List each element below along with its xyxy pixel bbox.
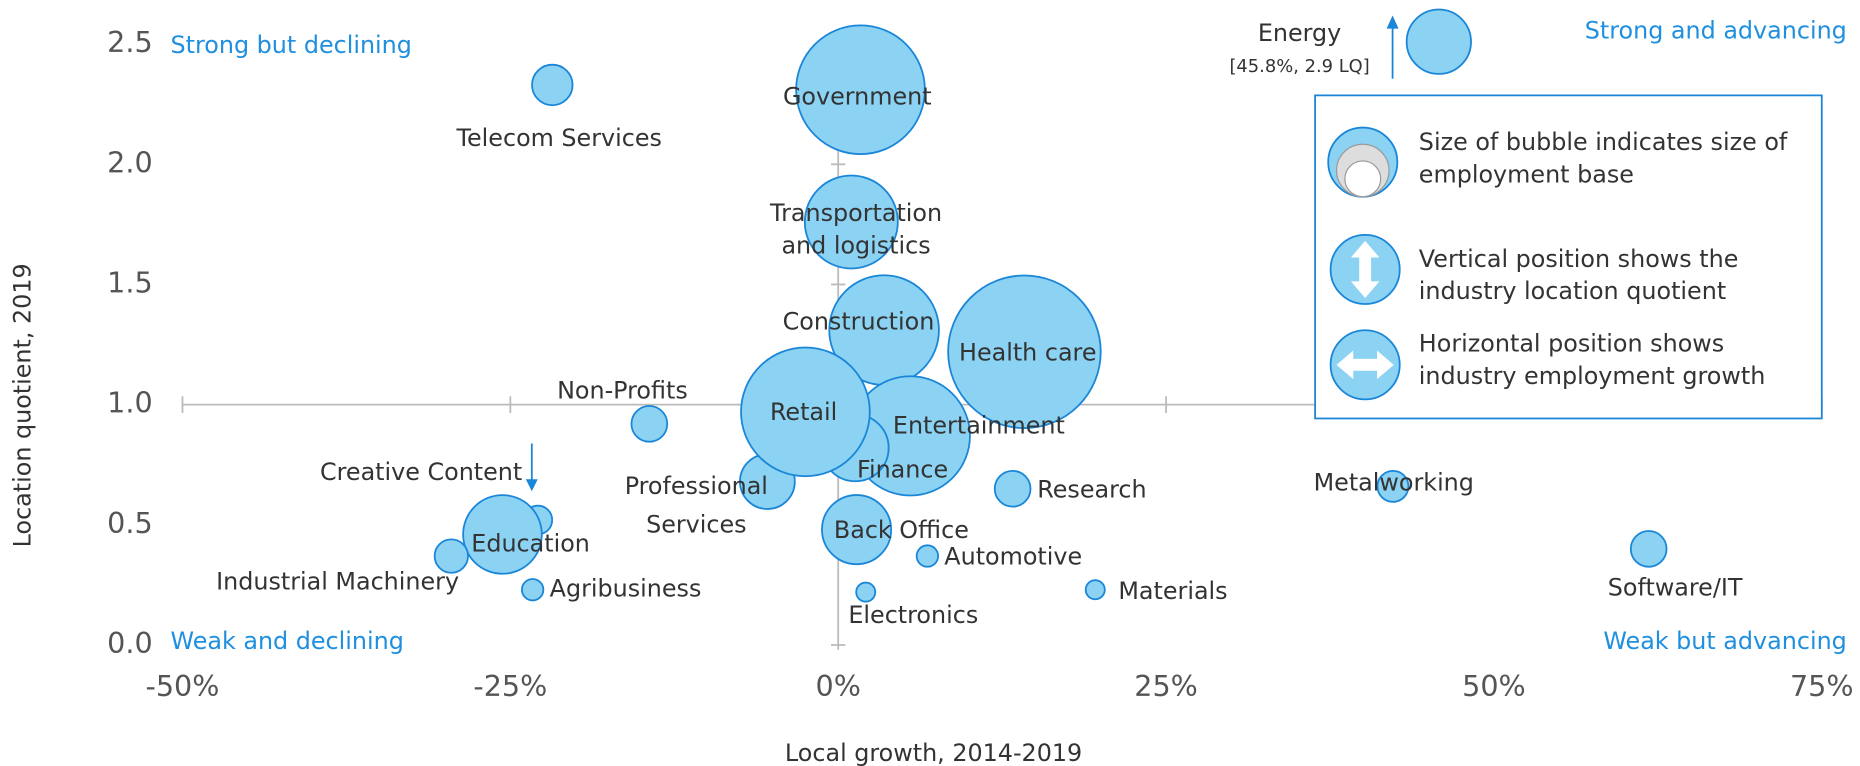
quadrant-label: Weak and declining	[171, 627, 404, 655]
legend-text: Horizontal position shows industry emplo…	[1418, 329, 1766, 390]
x-tick-label: 75%	[1790, 669, 1854, 703]
bubble-label: Telecom Services	[456, 124, 662, 152]
y-tick-label: 0.0	[107, 626, 153, 660]
x-axis-label: Local growth, 2014-2019	[785, 739, 1082, 766]
bubble	[630, 405, 669, 443]
x-tick-label: 0%	[816, 669, 861, 703]
energy-name: Energy	[1258, 19, 1341, 47]
x-tick-label: 25%	[1134, 669, 1198, 703]
legend-icon-size	[1327, 126, 1399, 198]
bubble-label: and logistics	[781, 231, 930, 259]
bubbles	[433, 8, 1668, 603]
bubble-label: Health care	[959, 339, 1096, 367]
bubble	[531, 63, 574, 107]
bubble-label: Professional	[625, 472, 768, 500]
legend: Size of bubble indicates size of employm…	[1314, 94, 1823, 420]
bubble-label: Finance	[857, 455, 948, 483]
y-tick-label: 0.5	[107, 506, 153, 540]
bubble-label: Electronics	[848, 601, 978, 629]
labels: Health care Government Construction Enterta…	[216, 82, 1743, 629]
bubble	[1084, 579, 1106, 601]
bubble	[462, 494, 543, 575]
bubble-label: Agribusiness	[550, 575, 702, 603]
y-tick-label: 1.0	[107, 386, 153, 420]
bubble	[947, 274, 1102, 429]
bubble	[803, 174, 899, 270]
bubble	[433, 538, 469, 574]
legend-icon-horizontal	[1329, 329, 1401, 401]
y-tick-label: 2.5	[107, 25, 153, 59]
bubble	[993, 469, 1032, 508]
bubble-label: Research	[1037, 476, 1146, 504]
y-tick-label: 2.0	[107, 145, 153, 179]
bubble-label: Government	[783, 82, 932, 110]
bubble	[855, 581, 877, 603]
legend-entry: Vertical position shows the industry loc…	[1418, 244, 1739, 306]
energy-label: [45.8%, 2.9 LQ]	[1229, 56, 1369, 77]
bubble-label: Retail	[770, 398, 837, 426]
bubble-offscale	[1405, 8, 1472, 75]
legend-entry: Horizontal position shows industry emplo…	[1418, 329, 1766, 390]
legend-text: Size of bubble indicates size of employm…	[1418, 127, 1788, 189]
quadrant-label: Weak but advancing	[1603, 627, 1846, 655]
bubble-label: Non-Profits	[557, 377, 688, 405]
legend-text: Vertical position shows the industry loc…	[1418, 244, 1739, 306]
bubble-label: Creative Content	[320, 458, 522, 486]
bubble-label: Industrial Machinery	[216, 567, 459, 595]
y-axis-label: Location quotient, 2019	[8, 263, 36, 547]
bubble-label: Metalworking	[1314, 469, 1474, 497]
bubble	[521, 578, 545, 602]
creative-arrow-head	[525, 479, 538, 492]
x-tick-label: 50%	[1462, 669, 1526, 703]
bubble-label: Entertainment	[893, 411, 1065, 439]
bubble-label: Services	[646, 510, 746, 538]
bubble-label: Materials	[1118, 577, 1227, 605]
bubble	[915, 544, 940, 568]
bubble-label: Automotive	[944, 542, 1082, 570]
bubble-label: Back Office	[834, 516, 969, 544]
x-tick-label: -50%	[146, 669, 220, 703]
legend-icon-vertical	[1329, 233, 1401, 305]
bubble	[1629, 530, 1668, 568]
x-tick-label: -25%	[473, 669, 547, 703]
bubble	[821, 494, 893, 566]
bubble-label: Construction	[783, 308, 935, 336]
bubble-label: Education	[471, 529, 590, 557]
bubble	[1376, 469, 1410, 503]
legend-entry: Size of bubble indicates size of employm…	[1418, 127, 1788, 189]
y-tick-label: 1.5	[107, 265, 153, 299]
quadrant-label: Strong but declining	[171, 31, 412, 59]
bubble-label: Software/IT	[1608, 573, 1743, 601]
energy-arrow-head	[1386, 15, 1399, 29]
bubble	[740, 346, 871, 478]
quadrant-label: Strong and advancing	[1585, 17, 1847, 45]
bubble-label: Transportation	[769, 199, 942, 227]
bubble	[795, 24, 926, 156]
